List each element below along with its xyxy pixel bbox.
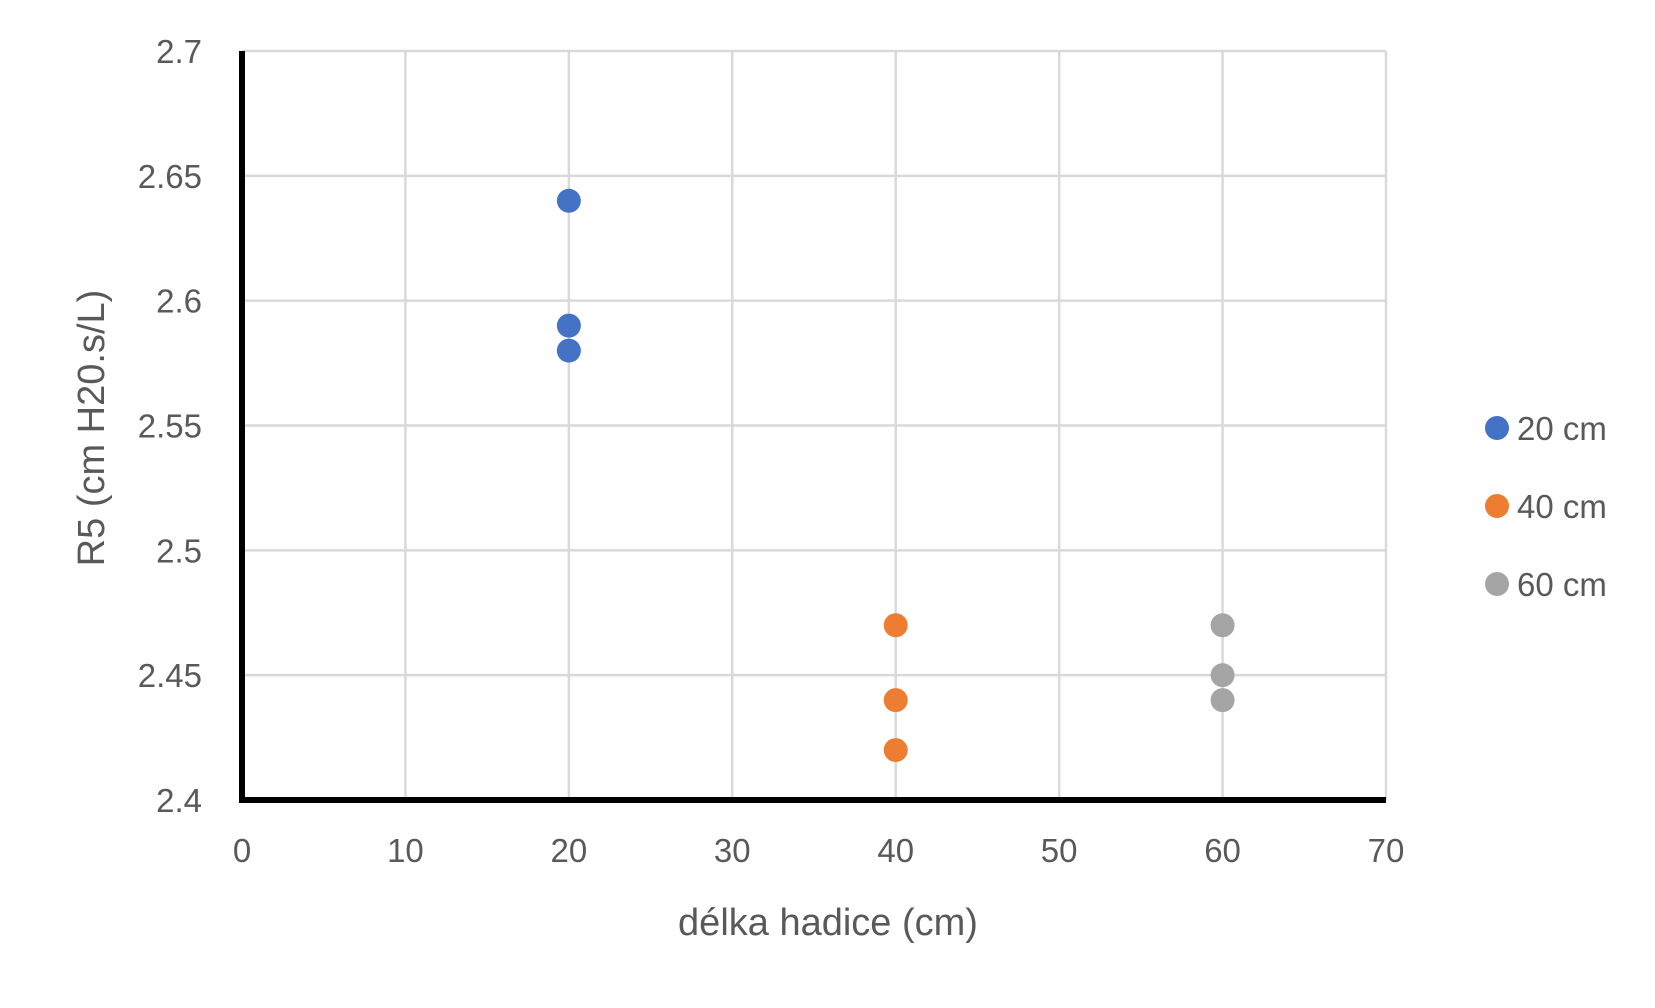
data-point xyxy=(1210,688,1235,713)
y-tick-label: 2.65 xyxy=(138,158,202,195)
x-tick-label: 50 xyxy=(1041,832,1078,869)
x-tick-label: 0 xyxy=(233,832,251,869)
data-point xyxy=(1210,613,1235,638)
data-point xyxy=(883,613,908,638)
legend-label: 60 cm xyxy=(1517,566,1607,603)
legend-marker xyxy=(1485,494,1509,518)
data-point xyxy=(1210,663,1235,688)
data-points xyxy=(556,188,1235,763)
x-tick-label: 30 xyxy=(714,832,751,869)
x-tick-label: 60 xyxy=(1204,832,1241,869)
axes xyxy=(239,51,1386,803)
x-tick-label: 20 xyxy=(550,832,587,869)
data-point xyxy=(883,738,908,763)
tick-labels: 0 10 20 30 40 50 60 70 2.4 2.45 2.5 2.55 2.6 2.65 2.7 xyxy=(138,33,1405,869)
legend-label: 20 cm xyxy=(1517,410,1607,447)
data-point xyxy=(883,688,908,713)
legend-marker xyxy=(1485,572,1509,596)
y-tick-label: 2.7 xyxy=(156,33,202,70)
y-tick-label: 2.45 xyxy=(138,657,202,694)
y-axis-title: R5 (cm H20.s/L) xyxy=(71,290,113,567)
y-tick-label: 2.55 xyxy=(138,408,202,445)
y-tick-label: 2.5 xyxy=(156,532,202,569)
legend-marker xyxy=(1485,416,1509,440)
x-tick-label: 40 xyxy=(877,832,914,869)
x-axis-title: délka hadice (cm) xyxy=(678,902,978,944)
legend-label: 40 cm xyxy=(1517,488,1607,525)
y-tick-label: 2.4 xyxy=(156,782,202,819)
y-tick-label: 2.6 xyxy=(156,283,202,320)
data-point xyxy=(556,313,581,338)
x-tick-label: 10 xyxy=(387,832,424,869)
data-point xyxy=(556,188,581,213)
gridlines xyxy=(242,49,1388,800)
data-point xyxy=(556,338,581,363)
x-tick-label: 70 xyxy=(1368,832,1405,869)
legend: 20 cm 40 cm 60 cm xyxy=(1485,410,1607,603)
